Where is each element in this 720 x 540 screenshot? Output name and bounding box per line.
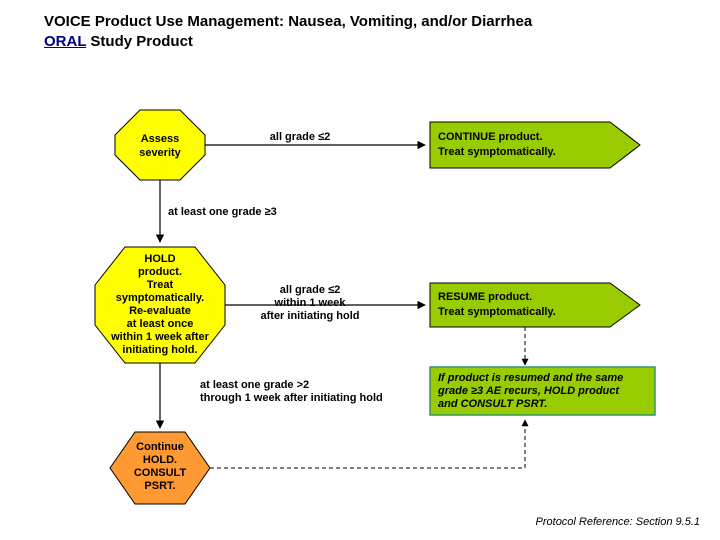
- svg-text:Treat: Treat: [147, 279, 174, 291]
- svg-text:Re-evaluate: Re-evaluate: [129, 305, 191, 317]
- svg-text:within 1 week after: within 1 week after: [110, 331, 210, 343]
- node-note: If product is resumed and the same grade…: [430, 367, 655, 415]
- svg-text:CONTINUE product.: CONTINUE product.: [438, 131, 543, 143]
- svg-text:at least once: at least once: [127, 318, 194, 330]
- edge-hold-consult-label-1: at least one grade >2: [200, 379, 309, 391]
- edge-hold-consult-label-2: through 1 week after initiating hold: [200, 392, 383, 404]
- svg-text:all grade ≤2: all grade ≤2: [280, 284, 340, 296]
- svg-text:symptomatically.: symptomatically.: [116, 292, 204, 304]
- svg-text:Continue: Continue: [136, 441, 184, 453]
- edge-consult-note-dashed: [210, 420, 525, 468]
- node-assess: Assess severity: [115, 110, 205, 180]
- svg-text:CONSULT: CONSULT: [134, 467, 187, 479]
- svg-text:severity: severity: [139, 147, 181, 159]
- flowchart: Assess severity all grade ≤2 CONTINUE pr…: [0, 0, 720, 540]
- svg-text:after initiating hold: after initiating hold: [261, 310, 360, 322]
- edge-assess-hold-label: at least one grade ≥3: [168, 206, 277, 218]
- svg-text:grade ≥3 AE recurs, HOLD produ: grade ≥3 AE recurs, HOLD product: [437, 385, 620, 397]
- svg-text:Treat symptomatically.: Treat symptomatically.: [438, 306, 556, 318]
- node-resume: RESUME product. Treat symptomatically.: [430, 283, 640, 327]
- node-consult: Continue HOLD. CONSULT PSRT.: [110, 432, 210, 504]
- node-hold: HOLD product. Treat symptomatically. Re-…: [95, 247, 225, 363]
- svg-text:HOLD.: HOLD.: [143, 454, 177, 466]
- edge-assess-continue-label: all grade ≤2: [270, 131, 330, 143]
- footer-reference: Protocol Reference: Section 9.5.1: [536, 516, 700, 528]
- svg-text:and CONSULT PSRT.: and CONSULT PSRT.: [438, 398, 547, 410]
- svg-text:If product is resumed and the: If product is resumed and the same: [438, 372, 623, 384]
- svg-text:HOLD: HOLD: [144, 253, 175, 265]
- svg-text:PSRT.: PSRT.: [144, 480, 175, 492]
- svg-text:within 1 week: within 1 week: [274, 297, 347, 309]
- svg-text:Assess: Assess: [141, 133, 180, 145]
- svg-text:product.: product.: [138, 266, 182, 278]
- node-continue: CONTINUE product. Treat symptomatically.: [430, 122, 640, 168]
- svg-text:RESUME product.: RESUME product.: [438, 291, 532, 303]
- svg-text:initiating hold.: initiating hold.: [122, 344, 197, 356]
- svg-text:Treat symptomatically.: Treat symptomatically.: [438, 146, 556, 158]
